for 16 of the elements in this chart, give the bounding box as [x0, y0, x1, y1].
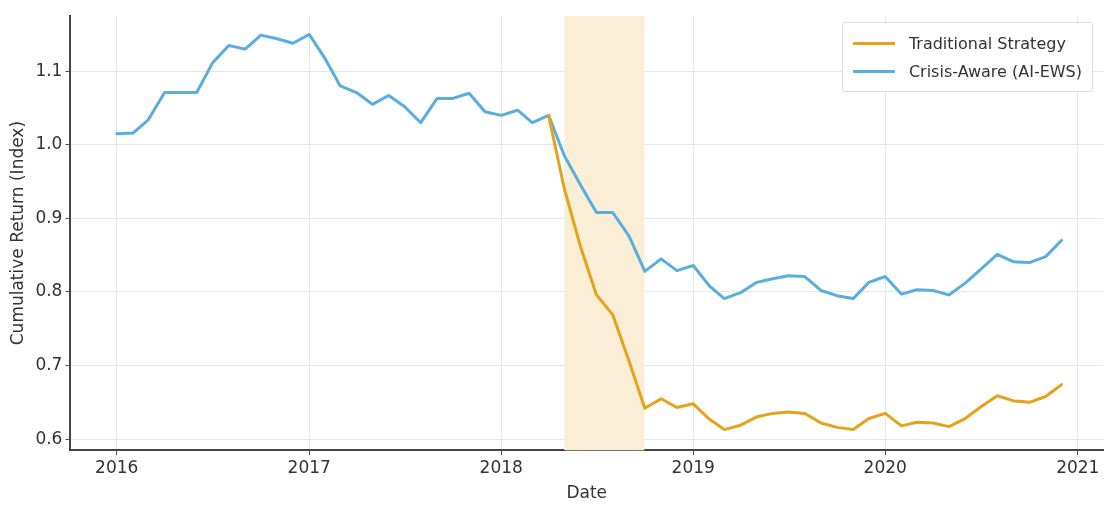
x-tick-label: 2021: [1056, 456, 1100, 477]
x-tick-label: 2017: [287, 456, 331, 477]
y-axis-title: Cumulative Return (Index): [6, 120, 27, 346]
y-tick-label: 0.7: [35, 353, 63, 374]
x-tick-label: 2016: [95, 456, 139, 477]
x-axis-title: Date: [566, 482, 608, 503]
y-tick-label: 1.1: [35, 59, 63, 80]
y-tick-label: 0.9: [35, 206, 63, 227]
y-tick-label: 0.8: [35, 280, 63, 301]
x-tick-label: 2018: [479, 456, 523, 477]
y-tick-label: 0.6: [35, 427, 63, 448]
legend-label: Crisis-Aware (AI-EWS): [908, 61, 1082, 81]
x-tick-label: 2020: [863, 456, 907, 477]
y-tick-label: 1.0: [35, 133, 63, 154]
legend-label: Traditional Strategy: [908, 33, 1066, 53]
x-tick-label: 2019: [671, 456, 715, 477]
